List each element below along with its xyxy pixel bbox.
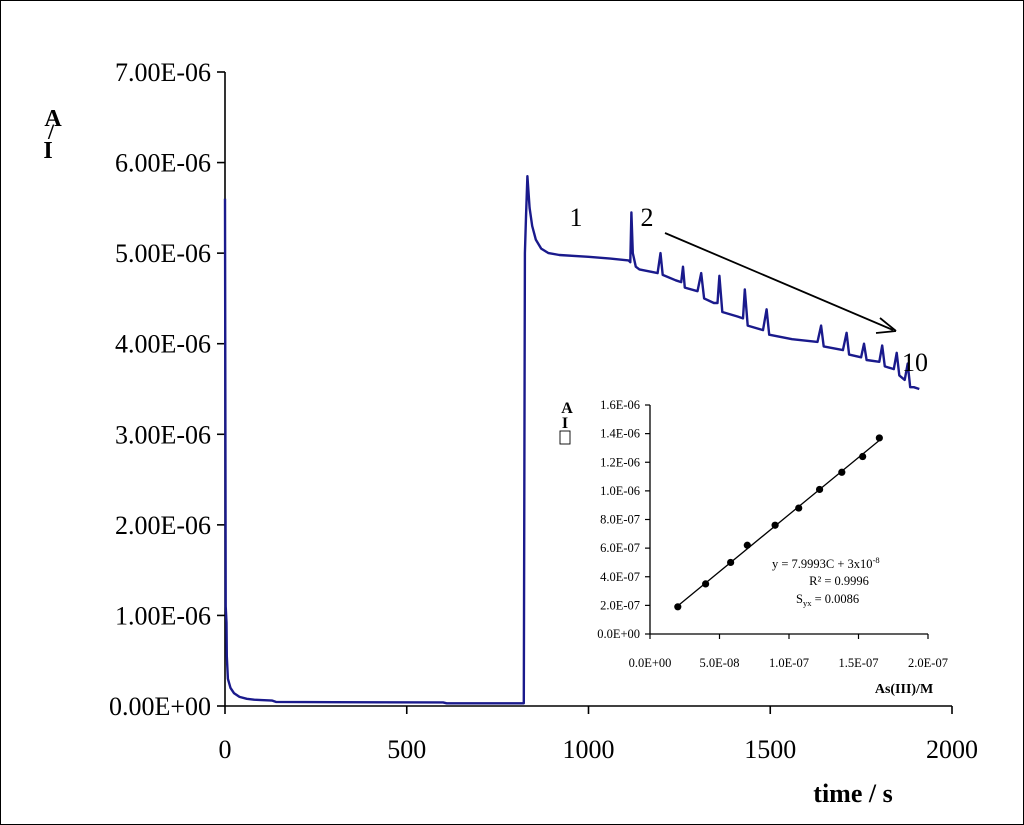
calibration-point bbox=[795, 504, 803, 512]
calibration-point bbox=[727, 558, 735, 567]
inset-x-tick-label: 5.0E-08 bbox=[700, 656, 740, 670]
inset-y-tick-label: 1.4E-06 bbox=[600, 427, 640, 441]
syx-label: Syx = 0.0086 bbox=[796, 592, 859, 608]
calibration-point bbox=[702, 580, 710, 588]
calibration-point bbox=[674, 603, 682, 611]
inset-x-tick-label: 1.0E-07 bbox=[769, 656, 809, 670]
inset-x-tick-label: 0.0E+00 bbox=[629, 656, 672, 670]
main-y-label-slash: / bbox=[47, 119, 55, 144]
inset-y-tick-label: 2.0E-07 bbox=[600, 598, 640, 612]
annotation-10: 10 bbox=[902, 348, 928, 377]
main-x-tick-label: 2000 bbox=[926, 735, 978, 764]
main-y-ticks: 0.00E+00 1.00E-06 2.00E-06 3.00E-06 4.00E-06… bbox=[109, 58, 225, 721]
calibration-point bbox=[838, 468, 846, 476]
calibration-point bbox=[771, 521, 779, 529]
main-y-tick-label: 1.00E-06 bbox=[115, 601, 211, 630]
calibration-point bbox=[743, 541, 751, 549]
main-y-tick-label: 6.00E-06 bbox=[115, 149, 211, 178]
calibration-point bbox=[875, 434, 883, 442]
inset-y-label-box bbox=[559, 430, 571, 445]
main-chart: 0.00E+00 1.00E-06 2.00E-06 3.00E-06 4.00E-06… bbox=[43, 58, 978, 808]
main-y-tick-label: 5.00E-06 bbox=[115, 239, 211, 268]
calibration-points bbox=[674, 434, 883, 611]
inset-y-tick-label: 8.0E-07 bbox=[600, 513, 640, 527]
inset-x-label: As(III)/M bbox=[875, 682, 933, 697]
inset-x-tick-label: 1.5E-07 bbox=[839, 656, 879, 670]
main-y-tick-label: 4.00E-06 bbox=[115, 330, 211, 359]
main-y-label-bottom: I bbox=[43, 138, 52, 164]
main-y-tick-label: 2.00E-06 bbox=[115, 511, 211, 540]
main-y-tick-label: 3.00E-06 bbox=[115, 420, 211, 449]
inset-y-label-bottom: I bbox=[562, 415, 568, 432]
trend-arrow-line bbox=[664, 232, 894, 331]
inset-y-tick-label: 1.2E-06 bbox=[600, 455, 640, 469]
main-y-tick-label: 7.00E-06 bbox=[115, 58, 211, 87]
main-x-tick-label: 1500 bbox=[744, 735, 796, 764]
inset-y-tick-label: 4.0E-07 bbox=[600, 570, 640, 584]
main-x-tick-label: 1000 bbox=[563, 735, 615, 764]
syx-symbol: S bbox=[796, 592, 803, 606]
inset-y-tick-label: 1.0E-06 bbox=[600, 484, 640, 498]
current-trace-line bbox=[223, 175, 920, 705]
regression-equation-main: y = 7.9993C + 3x10 bbox=[772, 557, 873, 571]
main-y-tick-label: 0.00E+00 bbox=[109, 692, 211, 721]
annotation-1: 1 bbox=[570, 203, 583, 232]
annotation-2: 2 bbox=[641, 203, 654, 232]
main-x-ticks: 0 500 1000 1500 2000 bbox=[219, 706, 978, 764]
calibration-point bbox=[859, 452, 867, 461]
calibration-fit-line bbox=[677, 439, 880, 607]
inset-y-tick-label: 0.0E+00 bbox=[597, 627, 640, 641]
inset-chart: 0.0E+00 2.0E-07 4.0E-07 6.0E-07 8.0E-07 1.0E-… bbox=[559, 398, 948, 697]
inset-y-tick-label: 6.0E-07 bbox=[600, 541, 640, 555]
main-x-tick-label: 500 bbox=[387, 735, 426, 764]
regression-equation: y = 7.9993C + 3x10-8 bbox=[772, 555, 880, 571]
regression-equation-exponent: -8 bbox=[873, 555, 880, 565]
inset-y-tick-label: 1.6E-06 bbox=[600, 398, 640, 412]
inset-y-label-top: A bbox=[561, 400, 573, 417]
trend-arrow-head bbox=[875, 317, 897, 334]
main-x-label: time / s bbox=[813, 779, 892, 808]
main-y-label-top: A bbox=[44, 106, 62, 132]
inset-y-ticks: 0.0E+00 2.0E-07 4.0E-07 6.0E-07 8.0E-07 1.0E-… bbox=[597, 398, 650, 641]
main-x-tick-label: 0 bbox=[219, 735, 232, 764]
inset-x-tick-label: 2.0E-07 bbox=[908, 656, 948, 670]
syx-value: = 0.0086 bbox=[811, 592, 859, 606]
inset-x-ticks: 0.0E+00 5.0E-08 1.0E-07 1.5E-07 2.0E-07 bbox=[629, 634, 948, 670]
calibration-point bbox=[815, 485, 824, 494]
syx-subscript: yx bbox=[803, 598, 812, 608]
r-squared-label: R² = 0.9996 bbox=[809, 574, 869, 588]
